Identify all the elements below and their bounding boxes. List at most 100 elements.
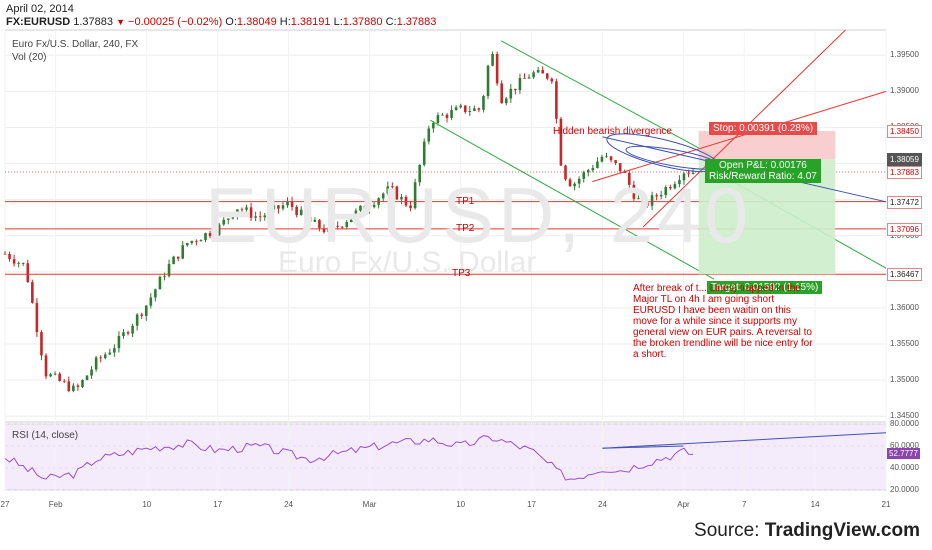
close-value: 1.37883 (396, 16, 437, 28)
candle-body (473, 108, 476, 111)
candle-body (468, 110, 472, 113)
candle-body (12, 259, 16, 264)
candle-body (144, 305, 148, 316)
candle-body (586, 170, 590, 173)
candle-body (381, 193, 385, 199)
candle-body (491, 54, 494, 66)
candle-body (427, 128, 431, 142)
candle-body (518, 77, 522, 91)
candle-body (226, 218, 230, 220)
time-tick-label: 17 (213, 500, 223, 509)
time-tick-label: 21 (881, 500, 891, 509)
candle-body (240, 209, 244, 211)
candle-body (336, 225, 339, 227)
candle-body (609, 156, 613, 161)
candle-body (3, 253, 7, 255)
candle-body (163, 276, 166, 278)
candle-body (117, 335, 121, 349)
candle-body (477, 108, 481, 110)
candle-body (527, 77, 531, 79)
source-brand: TradingView.com (764, 520, 920, 541)
candle-body (432, 122, 435, 129)
candle-body (650, 195, 654, 206)
candle-body (691, 172, 695, 175)
candle-body (577, 178, 581, 184)
watermark-symbol: EURUSD, 240 (205, 171, 752, 259)
rsi-label: RSI (14, close) (12, 430, 79, 441)
candle-body (687, 173, 690, 175)
candle-body (245, 207, 248, 210)
time-tick-label: 24 (284, 500, 293, 509)
rsi-tick-label: 60.0000 (890, 441, 919, 450)
candle-body (185, 243, 189, 246)
candle-body (263, 215, 267, 218)
candle-body (532, 72, 535, 78)
chart-date: April 02, 2014 (6, 3, 74, 15)
candle-body (345, 222, 349, 227)
candle-body (299, 209, 303, 216)
rsi-tick-label: 20.0000 (890, 485, 919, 494)
candle-body (550, 78, 554, 82)
rsi-trendline (602, 432, 887, 449)
candle-body (331, 225, 335, 228)
candle-body (555, 81, 558, 119)
target-box: Target: 0.01592 (1.15%) (707, 281, 823, 294)
candle-body (35, 302, 39, 333)
time-tick-label: 10 (456, 500, 466, 509)
candle-body (295, 206, 298, 216)
candle-body (646, 202, 649, 206)
rsi-tick-label: 40.0000 (890, 463, 919, 472)
candle-body (340, 226, 344, 228)
open-label: O: (225, 16, 237, 28)
time-tick-label: Feb (48, 500, 63, 509)
close-label: C: (385, 16, 397, 28)
candle-body (268, 209, 271, 216)
candle-body (450, 110, 453, 118)
candle-body (568, 179, 572, 187)
stop-zone (698, 131, 836, 160)
candle-body (436, 115, 440, 123)
candle-body (213, 234, 216, 237)
candle-body (418, 164, 421, 183)
candle-body (368, 207, 371, 210)
candle-body (372, 204, 376, 208)
candle-body (363, 205, 367, 210)
candle-body (113, 348, 116, 353)
candle-body (482, 96, 485, 110)
candle-body (277, 205, 280, 209)
high-value: 1.38191 (290, 16, 331, 28)
candle-body (90, 369, 93, 376)
candle-body (536, 69, 540, 73)
candle-body (641, 198, 645, 203)
symbol-ohlc-line: FX:EURUSD 1.37883 ▼ −0.00025 (−0.02%) O:… (6, 16, 436, 28)
candle-body (659, 195, 663, 197)
open-value: 1.38049 (236, 16, 277, 28)
low-value: 1.37880 (342, 16, 383, 28)
price-tag: 1.37883 (887, 166, 922, 179)
candle-body (286, 201, 289, 206)
candle-body (195, 240, 198, 242)
candle-body (682, 173, 686, 181)
candle-body (413, 182, 417, 209)
candle-body (149, 297, 153, 306)
candle-body (600, 156, 604, 162)
candle-body (514, 88, 517, 91)
candle-body (81, 380, 84, 388)
price-tag: 1.37096 (887, 222, 922, 236)
time-tick-label: 10 (142, 500, 152, 509)
candle-body (350, 217, 353, 223)
time-tick-label: 14 (810, 500, 820, 509)
rsi-tick-label: 80.0000 (890, 419, 919, 428)
source-credit: Source: TradingView.com (694, 520, 920, 542)
price-tag: 1.38059 (887, 153, 922, 167)
analysis-note: After break of t... Lines) trapped in th… (633, 283, 813, 360)
symbol[interactable]: FX:EURUSD (6, 16, 71, 28)
candle-body (655, 195, 658, 197)
candle-body (454, 107, 458, 111)
candle-body (500, 83, 504, 104)
candle-body (131, 325, 134, 334)
time-tick-label: 24 (598, 500, 607, 509)
candle-body (158, 276, 162, 290)
candle-body (26, 263, 30, 283)
candle-body (632, 184, 636, 199)
